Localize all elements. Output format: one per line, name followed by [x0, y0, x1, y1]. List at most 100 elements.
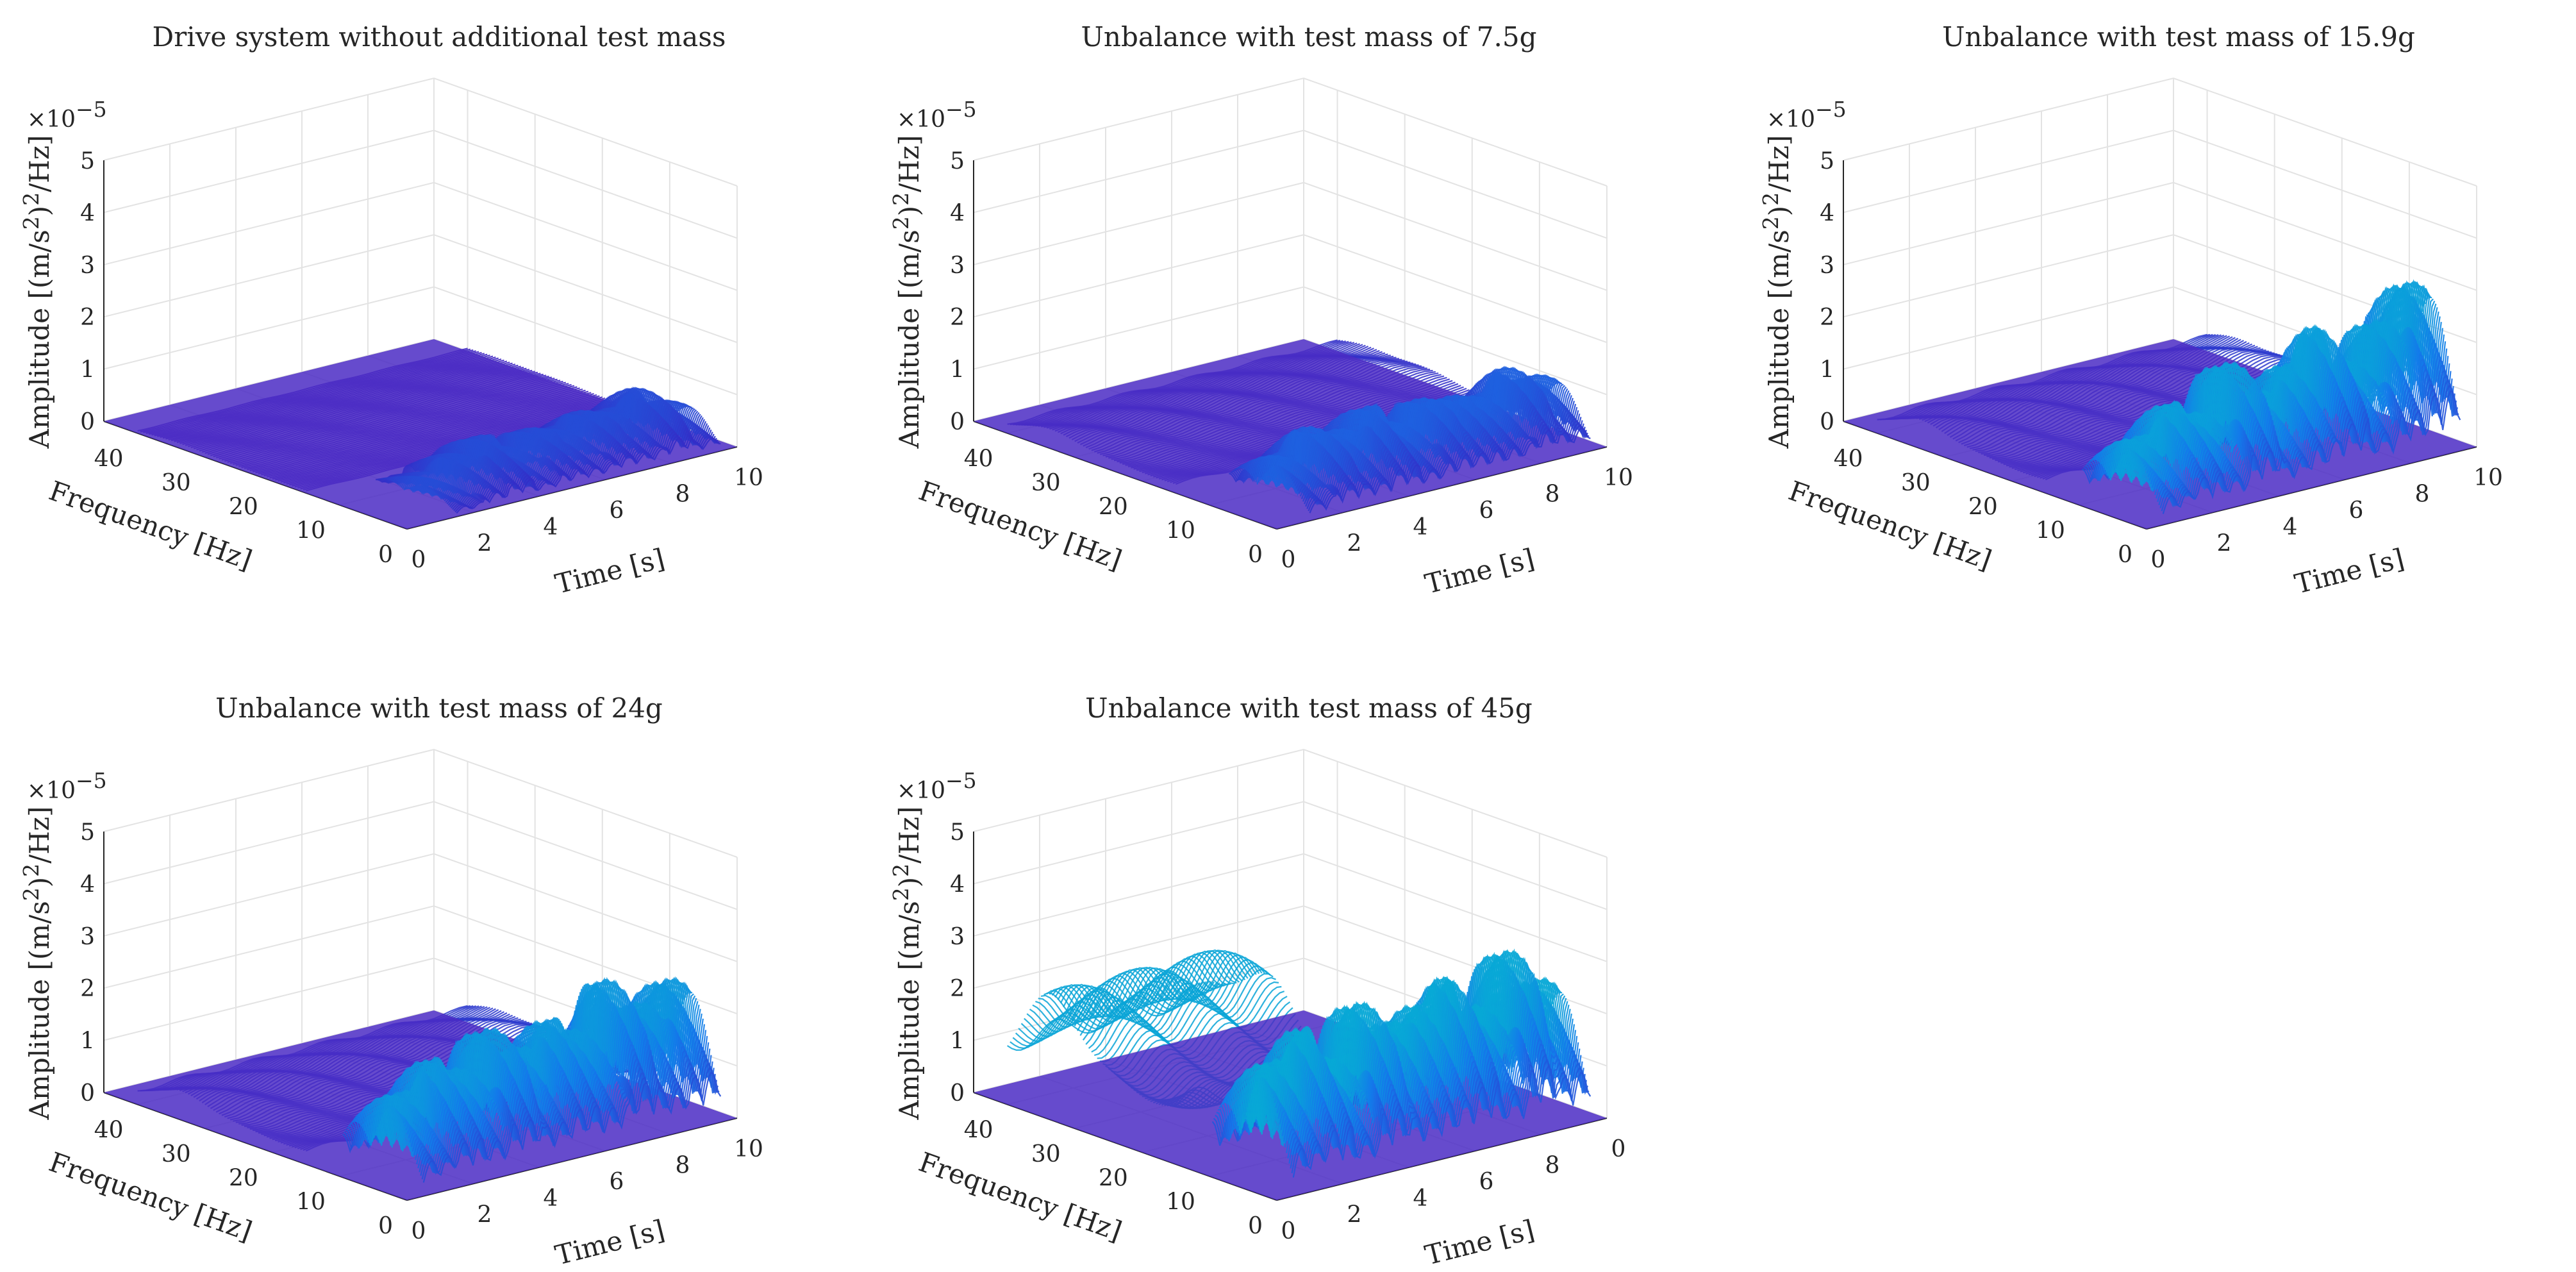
- x-tick-label: 6: [1479, 1169, 1494, 1195]
- high-band-line: [1007, 987, 1190, 1051]
- y-tick-label: 40: [94, 1117, 124, 1144]
- z-tick-label: 4: [950, 200, 965, 226]
- low-band-line: [394, 990, 693, 1151]
- low-band-line: [1277, 1005, 1577, 1150]
- z-axis-label: Amplitude [(m/s2)2/Hz]: [888, 135, 925, 449]
- low-band-line: [1306, 423, 1588, 510]
- low-band-line: [2142, 316, 2441, 492]
- x-axis-label: Time [s]: [1422, 542, 1538, 600]
- z-exponent-label: ×10−5: [897, 97, 977, 133]
- z-tick-label: 3: [80, 924, 95, 950]
- high-band-line: [1051, 951, 1234, 1019]
- z-tick-label: 2: [80, 976, 95, 1002]
- x-tick-label: 4: [2283, 514, 2298, 540]
- x-axis-label: Time [s]: [1422, 1214, 1538, 1271]
- low-band-line: [1271, 981, 1570, 1146]
- x-tick-label: 2: [1347, 530, 1362, 556]
- low-band-line: [1283, 1025, 1582, 1155]
- low-band-line: [2140, 307, 2438, 487]
- low-band-line: [2156, 364, 2454, 504]
- low-band-line: [1274, 990, 1572, 1144]
- z-tick-label: 5: [1820, 148, 1834, 174]
- low-band-line: [1304, 418, 1586, 505]
- y-axis-label: Frequency [Hz]: [45, 475, 256, 576]
- z-tick-label: 2: [1820, 305, 1834, 331]
- y-tick-label: 40: [964, 1117, 993, 1144]
- z-tick-label: 1: [80, 1028, 95, 1055]
- z-axis-label: Amplitude [(m/s2)2/Hz]: [19, 135, 55, 449]
- z-axis-label: Amplitude [(m/s2)2/Hz]: [1758, 135, 1795, 449]
- z-tick-label: 5: [950, 819, 965, 846]
- low-band-line: [2147, 336, 2447, 496]
- z-tick-label: 5: [80, 148, 95, 174]
- chart-title: Unbalance with test mass of 45g: [1085, 692, 1533, 724]
- high-band-line: [1097, 981, 1279, 1059]
- low-band-line: [442, 412, 708, 503]
- chart-title: Unbalance with test mass of 15.9g: [1942, 21, 2415, 53]
- low-band-line: [1309, 427, 1591, 514]
- low-band-line: [2141, 311, 2439, 491]
- z-tick-label: 3: [80, 253, 95, 279]
- y-tick-label: 10: [2036, 518, 2065, 544]
- high-band-line: [1026, 976, 1209, 1035]
- x-tick-label: 10: [734, 465, 763, 491]
- chart-panel-2: 0 2 4 6 8 10 0 10 20 30 40 0 1 2 3 4 5 ×10−5 Unbalance wit…: [888, 21, 1633, 600]
- low-band-line: [411, 1035, 711, 1167]
- z-axis-label: Amplitude [(m/s2)2/Hz]: [19, 807, 55, 1121]
- low-band-line: [408, 1026, 707, 1160]
- x-tick-label: 4: [544, 514, 558, 540]
- low-band-line: [1264, 962, 1563, 1139]
- x-tick-label: 0: [411, 1218, 426, 1244]
- z-tick-label: 1: [1820, 357, 1834, 383]
- low-band-line: [416, 1050, 715, 1171]
- z-exponent-label: ×10−5: [1766, 97, 1847, 133]
- low-band-line: [1292, 1064, 1591, 1178]
- z-exponent-label: ×10−5: [27, 768, 107, 804]
- low-band-line: [456, 435, 721, 514]
- low-band-line: [2152, 353, 2452, 498]
- x-tick-label: 2: [1347, 1201, 1362, 1228]
- y-tick-label: 20: [229, 494, 258, 520]
- x-tick-label: 6: [610, 498, 624, 524]
- y-tick-label: 0: [378, 1213, 393, 1239]
- low-band-line: [2136, 300, 2436, 485]
- z-tick-label: 5: [950, 148, 965, 174]
- x-tick-label: 0: [1611, 1136, 1626, 1162]
- z-tick-label: 1: [950, 1028, 965, 1055]
- low-band-line: [1263, 962, 1561, 1138]
- z-tick-label: 3: [1820, 253, 1834, 279]
- surface: [1843, 279, 2477, 529]
- low-band-line: [422, 1072, 722, 1183]
- y-tick-label: 10: [296, 518, 326, 544]
- x-tick-label: 0: [1281, 547, 1296, 573]
- chart-panel-4: 0 2 4 6 8 10 0 10 20 30 40 0 1 2 3 4 5 ×10−5 Unbalance wit…: [19, 692, 763, 1271]
- low-band-line: [1276, 1000, 1575, 1146]
- z-tick-label: 0: [950, 1080, 965, 1107]
- low-band-line: [1272, 985, 1571, 1146]
- y-tick-label: 0: [2118, 542, 2132, 568]
- low-band-line: [2154, 359, 2453, 499]
- low-band-line: [1300, 410, 1583, 505]
- y-axis-label: Frequency [Hz]: [45, 1146, 256, 1248]
- z-tick-label: 0: [1820, 409, 1834, 435]
- z-tick-label: 3: [950, 253, 965, 279]
- surface: [974, 339, 1607, 529]
- y-axis-label: Frequency [Hz]: [915, 1146, 1126, 1248]
- low-band-line: [1281, 1021, 1581, 1154]
- z-tick-label: 1: [950, 357, 965, 383]
- x-tick-label: 0: [411, 547, 426, 573]
- z-tick-label: 2: [80, 305, 95, 331]
- low-band-line: [404, 1012, 702, 1156]
- low-band-line: [2162, 390, 2461, 514]
- x-tick-label: 0: [1281, 1218, 1296, 1244]
- low-band-line: [409, 1028, 708, 1164]
- y-tick-label: 0: [378, 542, 393, 568]
- y-tick-label: 0: [1248, 1213, 1263, 1239]
- high-band-line: [1015, 983, 1198, 1045]
- y-tick-label: 40: [1834, 446, 1863, 473]
- low-band-line: [2143, 320, 2442, 490]
- low-band-line: [400, 1001, 699, 1152]
- low-band-line: [1289, 387, 1571, 495]
